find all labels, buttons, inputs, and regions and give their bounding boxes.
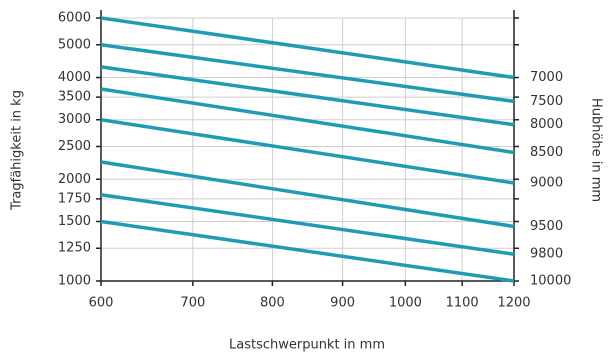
y-axis-label: Tragfähigkeit in kg [10,90,25,211]
series-label: 7500 [530,94,563,109]
series-label: 8500 [530,145,563,160]
y-tick-label: 3000 [58,112,91,127]
x-axis-label: Lastschwerpunkt in mm [229,338,385,353]
series-label: 9500 [530,219,563,234]
x-tick-label: 1200 [497,296,530,311]
y-tick-label: 3500 [58,90,91,105]
y2-axis-label: Hubhöhe in mm [589,98,604,202]
data-line [100,219,515,283]
y-tick-label: 2000 [58,172,91,187]
x-tick-label: 900 [330,296,355,311]
data-line [100,87,515,155]
x-tick-label: 800 [260,296,285,311]
y-tick-label: 1250 [58,241,91,256]
y-tick-label: 4000 [58,70,91,85]
x-tick-label: 700 [180,296,205,311]
x-tick-label: 1100 [446,296,479,311]
series-label: 9000 [530,175,563,190]
x-tick-label: 600 [89,296,114,311]
y-tick-label: 1000 [58,274,91,289]
series-label: 7000 [530,70,563,85]
data-line [100,118,515,185]
data-line [100,160,515,229]
y-tick-label: 1750 [58,191,91,206]
data-line [100,192,515,256]
series-label: 9800 [530,247,563,262]
data-line [100,16,515,80]
series-label: 8000 [530,117,563,132]
series-label: 10000 [530,274,571,289]
x-tick-label: 1000 [389,296,422,311]
y-tick-label: 1500 [58,214,91,229]
data-line [100,43,515,104]
y-tick-label: 5000 [58,37,91,52]
y-tick-label: 6000 [58,11,91,26]
data-line [100,65,515,127]
y-tick-label: 2500 [58,139,91,154]
